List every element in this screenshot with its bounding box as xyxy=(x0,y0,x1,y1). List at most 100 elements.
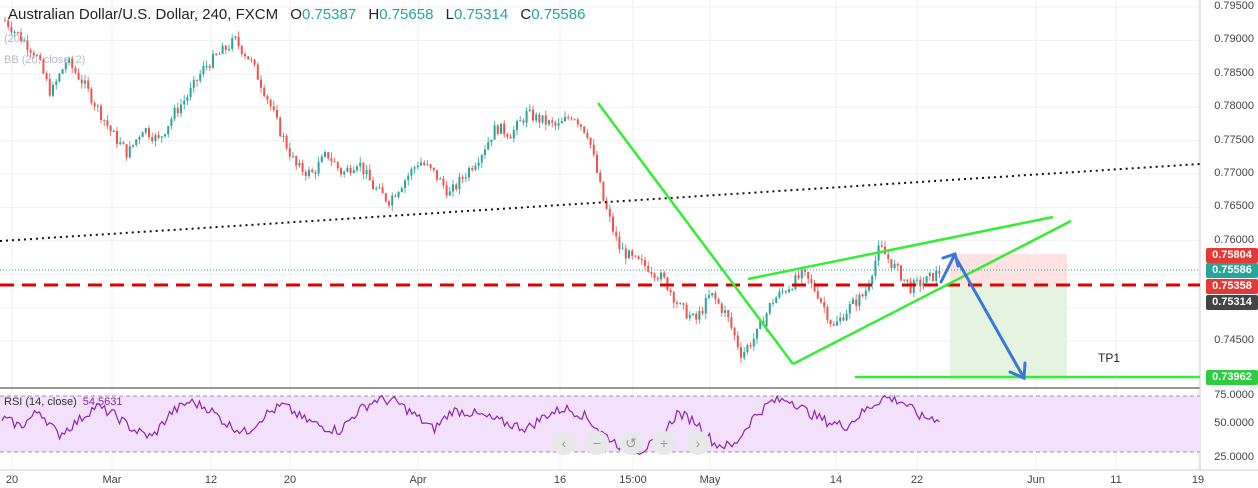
candle-body xyxy=(656,277,659,280)
candle-body xyxy=(391,195,394,206)
candle-body xyxy=(413,167,416,169)
candle-body xyxy=(26,40,29,51)
zoom-button[interactable]: + xyxy=(652,431,676,455)
candle-body xyxy=(333,161,336,163)
candle-body xyxy=(791,289,794,291)
candle-body xyxy=(365,169,368,175)
candle-body xyxy=(717,299,720,304)
projection-arrows xyxy=(939,252,1027,381)
candle-body xyxy=(759,321,762,329)
high-label: H xyxy=(368,6,380,23)
candle-body xyxy=(212,53,214,68)
candle-body xyxy=(602,181,605,201)
candle-body xyxy=(42,59,45,74)
candle-body xyxy=(906,279,909,282)
candle-body xyxy=(282,136,285,138)
zoom-button[interactable]: − xyxy=(585,431,609,455)
time-tick-label: 20 xyxy=(283,474,297,486)
candle-body xyxy=(788,289,790,293)
zoom-button[interactable]: ‹ xyxy=(552,431,576,455)
candle-body xyxy=(756,328,758,339)
candle-body xyxy=(58,73,61,82)
candle-body xyxy=(477,162,480,166)
candle-body xyxy=(570,118,573,120)
candle-body xyxy=(928,272,931,277)
candle-body xyxy=(308,169,310,176)
candle-body xyxy=(112,130,115,132)
candle-body xyxy=(640,259,643,261)
candle-body xyxy=(580,124,582,127)
candle-body xyxy=(240,45,243,55)
candle-body xyxy=(298,163,301,166)
candle-body xyxy=(663,272,666,278)
candle-body xyxy=(922,282,925,287)
candle-body xyxy=(48,78,51,96)
candle-body xyxy=(154,135,157,142)
rsi-legend[interactable]: RSI (14, close) 54.5631 xyxy=(4,396,123,408)
candle-body xyxy=(87,80,90,89)
candle-body xyxy=(461,176,464,179)
candle-body xyxy=(932,272,934,281)
candle-body xyxy=(653,273,656,278)
high-value: 0.75658 xyxy=(379,6,434,23)
candle-body xyxy=(96,105,99,107)
candle-body xyxy=(618,236,621,250)
candle-body xyxy=(589,137,592,145)
candle-body xyxy=(506,134,509,137)
time-tick-label: 15:00 xyxy=(619,474,647,486)
time-tick-label: May xyxy=(699,474,721,486)
candle-body xyxy=(720,303,723,313)
candle-body xyxy=(269,99,272,107)
candle-body xyxy=(448,191,451,196)
candle-body xyxy=(567,117,570,119)
candle-body xyxy=(272,106,275,110)
zoom-button[interactable]: › xyxy=(686,431,710,455)
price-tick-label: 0.79500 xyxy=(1214,0,1254,12)
zoom-button[interactable]: ↺ xyxy=(619,431,643,455)
candle-body xyxy=(336,162,339,169)
candle-body xyxy=(807,271,810,280)
candle-body xyxy=(247,56,250,60)
candle-body xyxy=(503,123,506,135)
candle-body xyxy=(628,250,630,259)
candle-body xyxy=(500,123,502,134)
candle-body xyxy=(634,255,637,257)
rsi-value: 54.5631 xyxy=(82,396,123,408)
candle-body xyxy=(128,146,131,158)
close-label: C xyxy=(520,6,532,23)
candle-body xyxy=(544,115,547,125)
candle-body xyxy=(288,148,291,157)
candle-body xyxy=(784,291,787,293)
candle-body xyxy=(327,152,330,159)
price-tag: 0.75804 xyxy=(1206,248,1258,263)
rsi-tick-label: 50.0000 xyxy=(1214,417,1254,429)
candle-body xyxy=(548,120,550,125)
candle-body xyxy=(109,125,112,132)
volume-indicator-label[interactable]: (20) xyxy=(4,33,24,45)
candle-body xyxy=(855,299,858,307)
price-tag: 0.75358 xyxy=(1206,279,1258,294)
candle-body xyxy=(564,117,566,122)
candle-body xyxy=(279,117,282,137)
candle-body xyxy=(32,52,35,56)
candle-body xyxy=(295,156,298,166)
candle-body xyxy=(317,162,320,174)
rsi-line xyxy=(1,394,940,455)
bb-indicator-label[interactable]: BB (20, close, 2) xyxy=(4,54,86,66)
price-tick-label: 0.78000 xyxy=(1214,100,1254,113)
candle-body xyxy=(669,289,672,293)
candle-body xyxy=(276,109,278,118)
candle-body xyxy=(890,259,893,268)
candle-body xyxy=(688,315,691,319)
candle-body xyxy=(84,80,86,84)
candle-body xyxy=(692,313,694,316)
candle-body xyxy=(490,139,493,143)
time-tick-label: 19 xyxy=(1191,474,1205,486)
candle-body xyxy=(189,87,192,98)
candle-body xyxy=(250,59,253,61)
candle-body xyxy=(77,72,80,80)
candle-body xyxy=(804,269,806,272)
candle-body xyxy=(100,105,102,120)
candles xyxy=(4,16,941,364)
